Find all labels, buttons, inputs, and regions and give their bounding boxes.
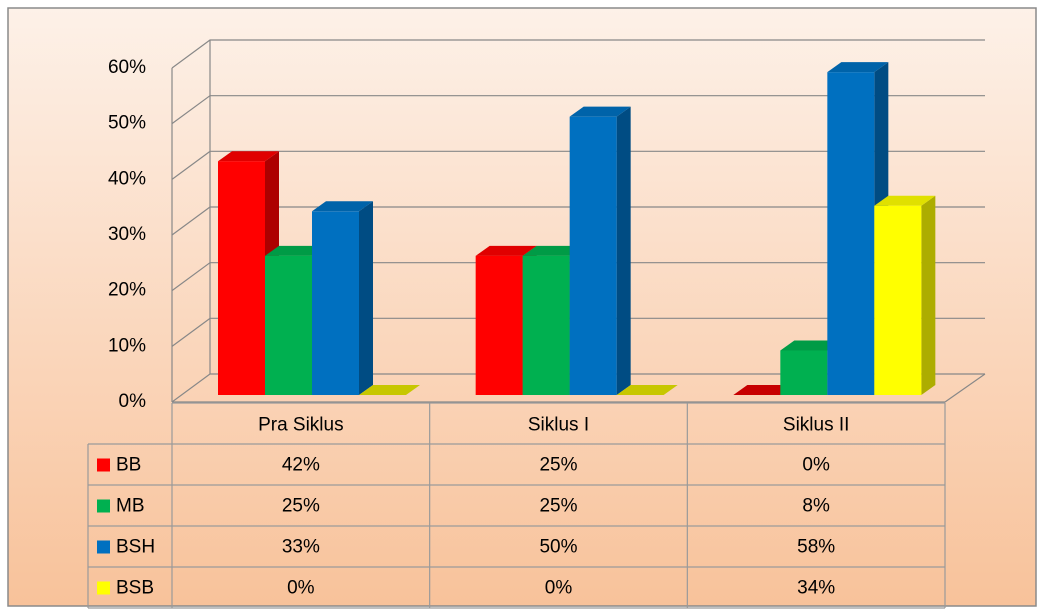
data-label: 34% xyxy=(797,578,835,599)
data-label: 0% xyxy=(287,578,315,599)
y-tick-label: 50% xyxy=(108,113,146,134)
x-tick-label: Pra Siklus xyxy=(258,415,344,436)
bar xyxy=(569,106,631,396)
y-tick-label: 40% xyxy=(108,168,146,189)
data-label: 25% xyxy=(282,496,320,517)
data-label: 0% xyxy=(802,455,830,476)
legend-swatch xyxy=(97,458,110,472)
bar-top xyxy=(874,195,936,206)
y-tick-label: 20% xyxy=(108,280,146,301)
legend-label: MB xyxy=(116,496,145,517)
legend-swatch xyxy=(97,540,110,554)
bar-side xyxy=(921,195,936,395)
bar-top xyxy=(475,245,537,256)
y-tick-label: 10% xyxy=(108,335,146,356)
y-tick-label: 0% xyxy=(119,391,147,412)
bar-side xyxy=(359,201,373,395)
bar-top xyxy=(359,385,420,395)
bar-front xyxy=(475,255,523,395)
legend-label: BB xyxy=(116,455,141,476)
data-label: 33% xyxy=(282,537,320,558)
data-label: 58% xyxy=(797,537,835,558)
bar-side xyxy=(616,106,631,396)
floor-edge xyxy=(172,373,986,403)
bar-top xyxy=(569,106,631,117)
bar-front xyxy=(827,72,875,395)
legend-label: BSB xyxy=(116,578,154,599)
bar xyxy=(616,385,678,395)
data-label: 50% xyxy=(539,537,577,558)
bar-front xyxy=(569,116,617,396)
legend-swatch xyxy=(97,581,110,595)
data-label: 42% xyxy=(282,455,320,476)
bar-front xyxy=(265,255,312,395)
bar xyxy=(733,385,795,395)
y-tick-label: 30% xyxy=(108,224,146,245)
bar-front xyxy=(874,205,922,395)
bar-top xyxy=(827,62,889,73)
bar-top xyxy=(312,201,373,212)
bar-top xyxy=(218,151,279,162)
bar-top xyxy=(780,340,842,351)
bar-top xyxy=(265,245,326,256)
legend-label: BSH xyxy=(116,537,155,558)
y-tick-label: 60% xyxy=(108,57,146,78)
bar-top xyxy=(616,385,678,395)
bar xyxy=(312,201,373,395)
bar-front xyxy=(312,211,359,395)
bar-front xyxy=(522,255,570,395)
data-label: 0% xyxy=(545,578,573,599)
bar-top xyxy=(733,385,795,395)
x-tick-label: Siklus I xyxy=(528,415,589,436)
x-tick-label: Siklus II xyxy=(783,415,850,436)
bar xyxy=(874,195,936,395)
bar-top xyxy=(522,245,584,256)
bar-front xyxy=(218,161,265,395)
bar-front xyxy=(780,350,828,395)
data-label: 25% xyxy=(539,496,577,517)
data-label: 8% xyxy=(802,496,830,517)
data-label: 25% xyxy=(539,455,577,476)
bar xyxy=(359,385,420,395)
legend-swatch xyxy=(97,499,110,513)
